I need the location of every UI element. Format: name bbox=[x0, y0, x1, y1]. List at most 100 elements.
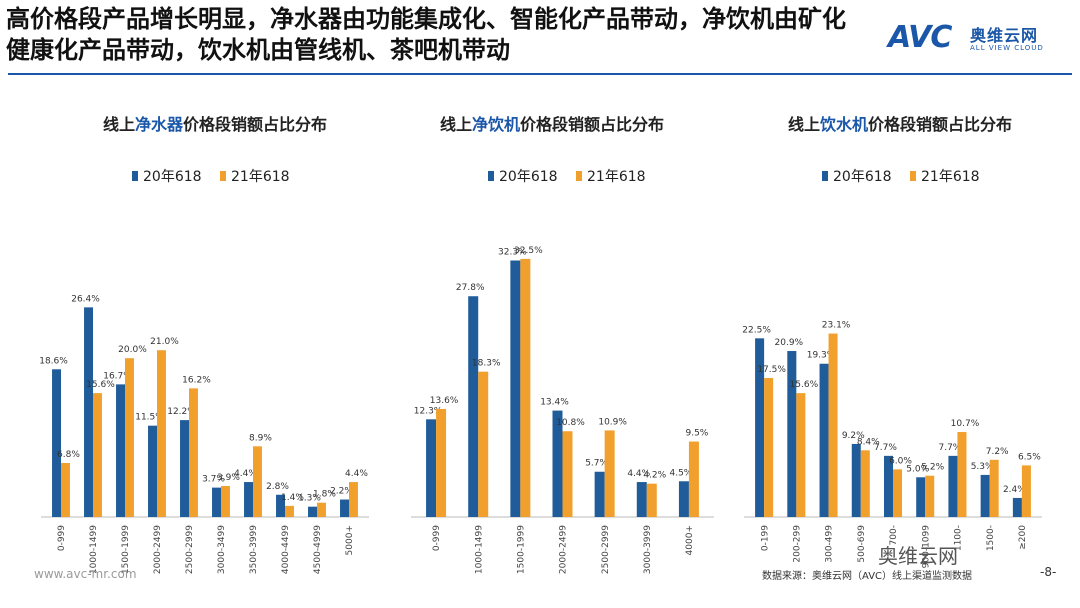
x-tick-label: 4000+ bbox=[685, 525, 695, 555]
data-label: 10.7% bbox=[951, 419, 980, 429]
x-tick-label: 1100- bbox=[954, 525, 964, 551]
bar bbox=[436, 409, 447, 517]
wechat-badge: 奥维云网 bbox=[878, 544, 958, 568]
data-label: 7.7% bbox=[938, 443, 961, 453]
avc-logo: AVC 奥维云网 ALL VIEW CLOUD bbox=[888, 20, 1063, 62]
chart-title-part: 价格段销额占比分布 bbox=[183, 115, 327, 134]
data-label: 15.6% bbox=[86, 380, 115, 390]
x-tick-label: 200-299 bbox=[792, 525, 802, 563]
x-tick-label: 1000-1499 bbox=[89, 525, 99, 574]
chart-title-part: 价格段销额占比分布 bbox=[520, 115, 664, 134]
data-label: 23.1% bbox=[822, 321, 851, 331]
data-label: 12.2% bbox=[167, 407, 196, 417]
data-label: 10.9% bbox=[598, 417, 627, 427]
bar bbox=[948, 455, 958, 517]
bar bbox=[636, 482, 647, 517]
bar bbox=[883, 455, 893, 517]
bar bbox=[957, 432, 967, 517]
x-tick-label: 1000-1499 bbox=[474, 525, 484, 574]
bar bbox=[1012, 497, 1022, 517]
chart-title-part: 线上 bbox=[788, 115, 820, 134]
bar bbox=[426, 419, 437, 517]
bar bbox=[221, 486, 230, 517]
data-label: 19.3% bbox=[807, 351, 836, 361]
bar bbox=[520, 258, 531, 517]
logo-en: ALL VIEW CLOUD bbox=[970, 44, 1044, 52]
bar bbox=[989, 459, 999, 517]
bar bbox=[851, 443, 861, 517]
data-label: 15.6% bbox=[790, 380, 819, 390]
data-label: 8.4% bbox=[857, 437, 880, 447]
data-label: 6.8% bbox=[57, 450, 80, 460]
bar bbox=[510, 260, 521, 517]
bar bbox=[828, 333, 838, 517]
bar bbox=[212, 487, 221, 517]
bar bbox=[819, 363, 829, 517]
chart-title-part: 线上 bbox=[103, 115, 135, 134]
bar bbox=[308, 506, 317, 517]
bar bbox=[125, 358, 134, 517]
data-label: 4.4% bbox=[234, 469, 257, 479]
data-label: 3.7% bbox=[202, 475, 225, 485]
data-label: 16.7% bbox=[103, 371, 132, 381]
data-label: 7.2% bbox=[986, 447, 1009, 457]
bar bbox=[468, 296, 479, 517]
legend-label: 20年618 bbox=[833, 169, 892, 185]
data-label: 7.7% bbox=[874, 443, 897, 453]
data-label: 11.5% bbox=[135, 413, 164, 423]
x-tick-label: 0-199 bbox=[760, 525, 770, 551]
page-headline: 高价格段产品增长明显，净水器由功能集成化、智能化产品带动，净饮机由矿化健康化产品… bbox=[6, 5, 846, 64]
bar bbox=[646, 483, 657, 517]
data-label: 1.3% bbox=[298, 494, 321, 504]
data-label: 4.4% bbox=[345, 469, 368, 479]
data-label: 16.2% bbox=[182, 375, 211, 385]
bar bbox=[604, 430, 615, 517]
bar bbox=[244, 482, 253, 517]
bar bbox=[925, 475, 935, 517]
bar bbox=[1021, 465, 1031, 517]
data-label: 13.4% bbox=[540, 398, 569, 408]
data-label: 12.3% bbox=[414, 406, 443, 416]
data-label: 18.3% bbox=[472, 359, 501, 369]
bar bbox=[148, 425, 157, 517]
chart-title: 线上净水器价格段销额占比分布 bbox=[103, 115, 327, 134]
bar bbox=[594, 471, 605, 517]
data-label: 1.4% bbox=[281, 493, 304, 503]
x-tick-label: 3000-3999 bbox=[643, 525, 653, 574]
bar bbox=[678, 481, 689, 517]
x-tick-label: 1500- bbox=[986, 525, 996, 551]
page-number: -8- bbox=[1040, 565, 1057, 579]
data-label: 5.7% bbox=[585, 459, 608, 469]
chart-title-part: 净水器 bbox=[135, 115, 184, 134]
bar bbox=[562, 431, 573, 517]
data-label: 22.5% bbox=[742, 325, 771, 335]
x-tick-label: 4500-4999 bbox=[313, 525, 323, 574]
website-footer: www.avc-mr.com bbox=[34, 567, 137, 581]
legend-label: 20年618 bbox=[499, 169, 558, 185]
bar bbox=[349, 482, 358, 517]
data-label: 17.5% bbox=[757, 365, 786, 375]
data-label: 9.5% bbox=[685, 429, 708, 439]
bar bbox=[93, 393, 102, 517]
legend-swatch bbox=[220, 171, 226, 181]
x-tick-label: 2500-2999 bbox=[601, 525, 611, 574]
x-tick-label: 2500-2999 bbox=[185, 525, 195, 574]
bar bbox=[787, 351, 797, 517]
bar bbox=[478, 371, 489, 517]
data-label: 21.0% bbox=[150, 337, 179, 347]
logo-mark: AVC bbox=[888, 20, 952, 55]
data-source-note: 数据来源：奥维云网（AVC）线上渠道监测数据 bbox=[762, 571, 973, 582]
legend-label: 20年618 bbox=[143, 169, 202, 185]
legend-swatch bbox=[910, 171, 916, 181]
x-tick-label: 3000-3499 bbox=[217, 525, 227, 574]
data-label: 5.2% bbox=[921, 463, 944, 473]
data-label: 5.3% bbox=[971, 462, 994, 472]
data-label: 20.9% bbox=[775, 338, 804, 348]
legend-swatch bbox=[576, 171, 582, 181]
x-tick-label: 0-999 bbox=[432, 525, 442, 551]
data-label: 2.2% bbox=[330, 487, 353, 497]
bar bbox=[189, 388, 198, 517]
bar bbox=[980, 474, 990, 517]
data-label: 9.2% bbox=[842, 431, 865, 441]
bar bbox=[276, 494, 285, 517]
